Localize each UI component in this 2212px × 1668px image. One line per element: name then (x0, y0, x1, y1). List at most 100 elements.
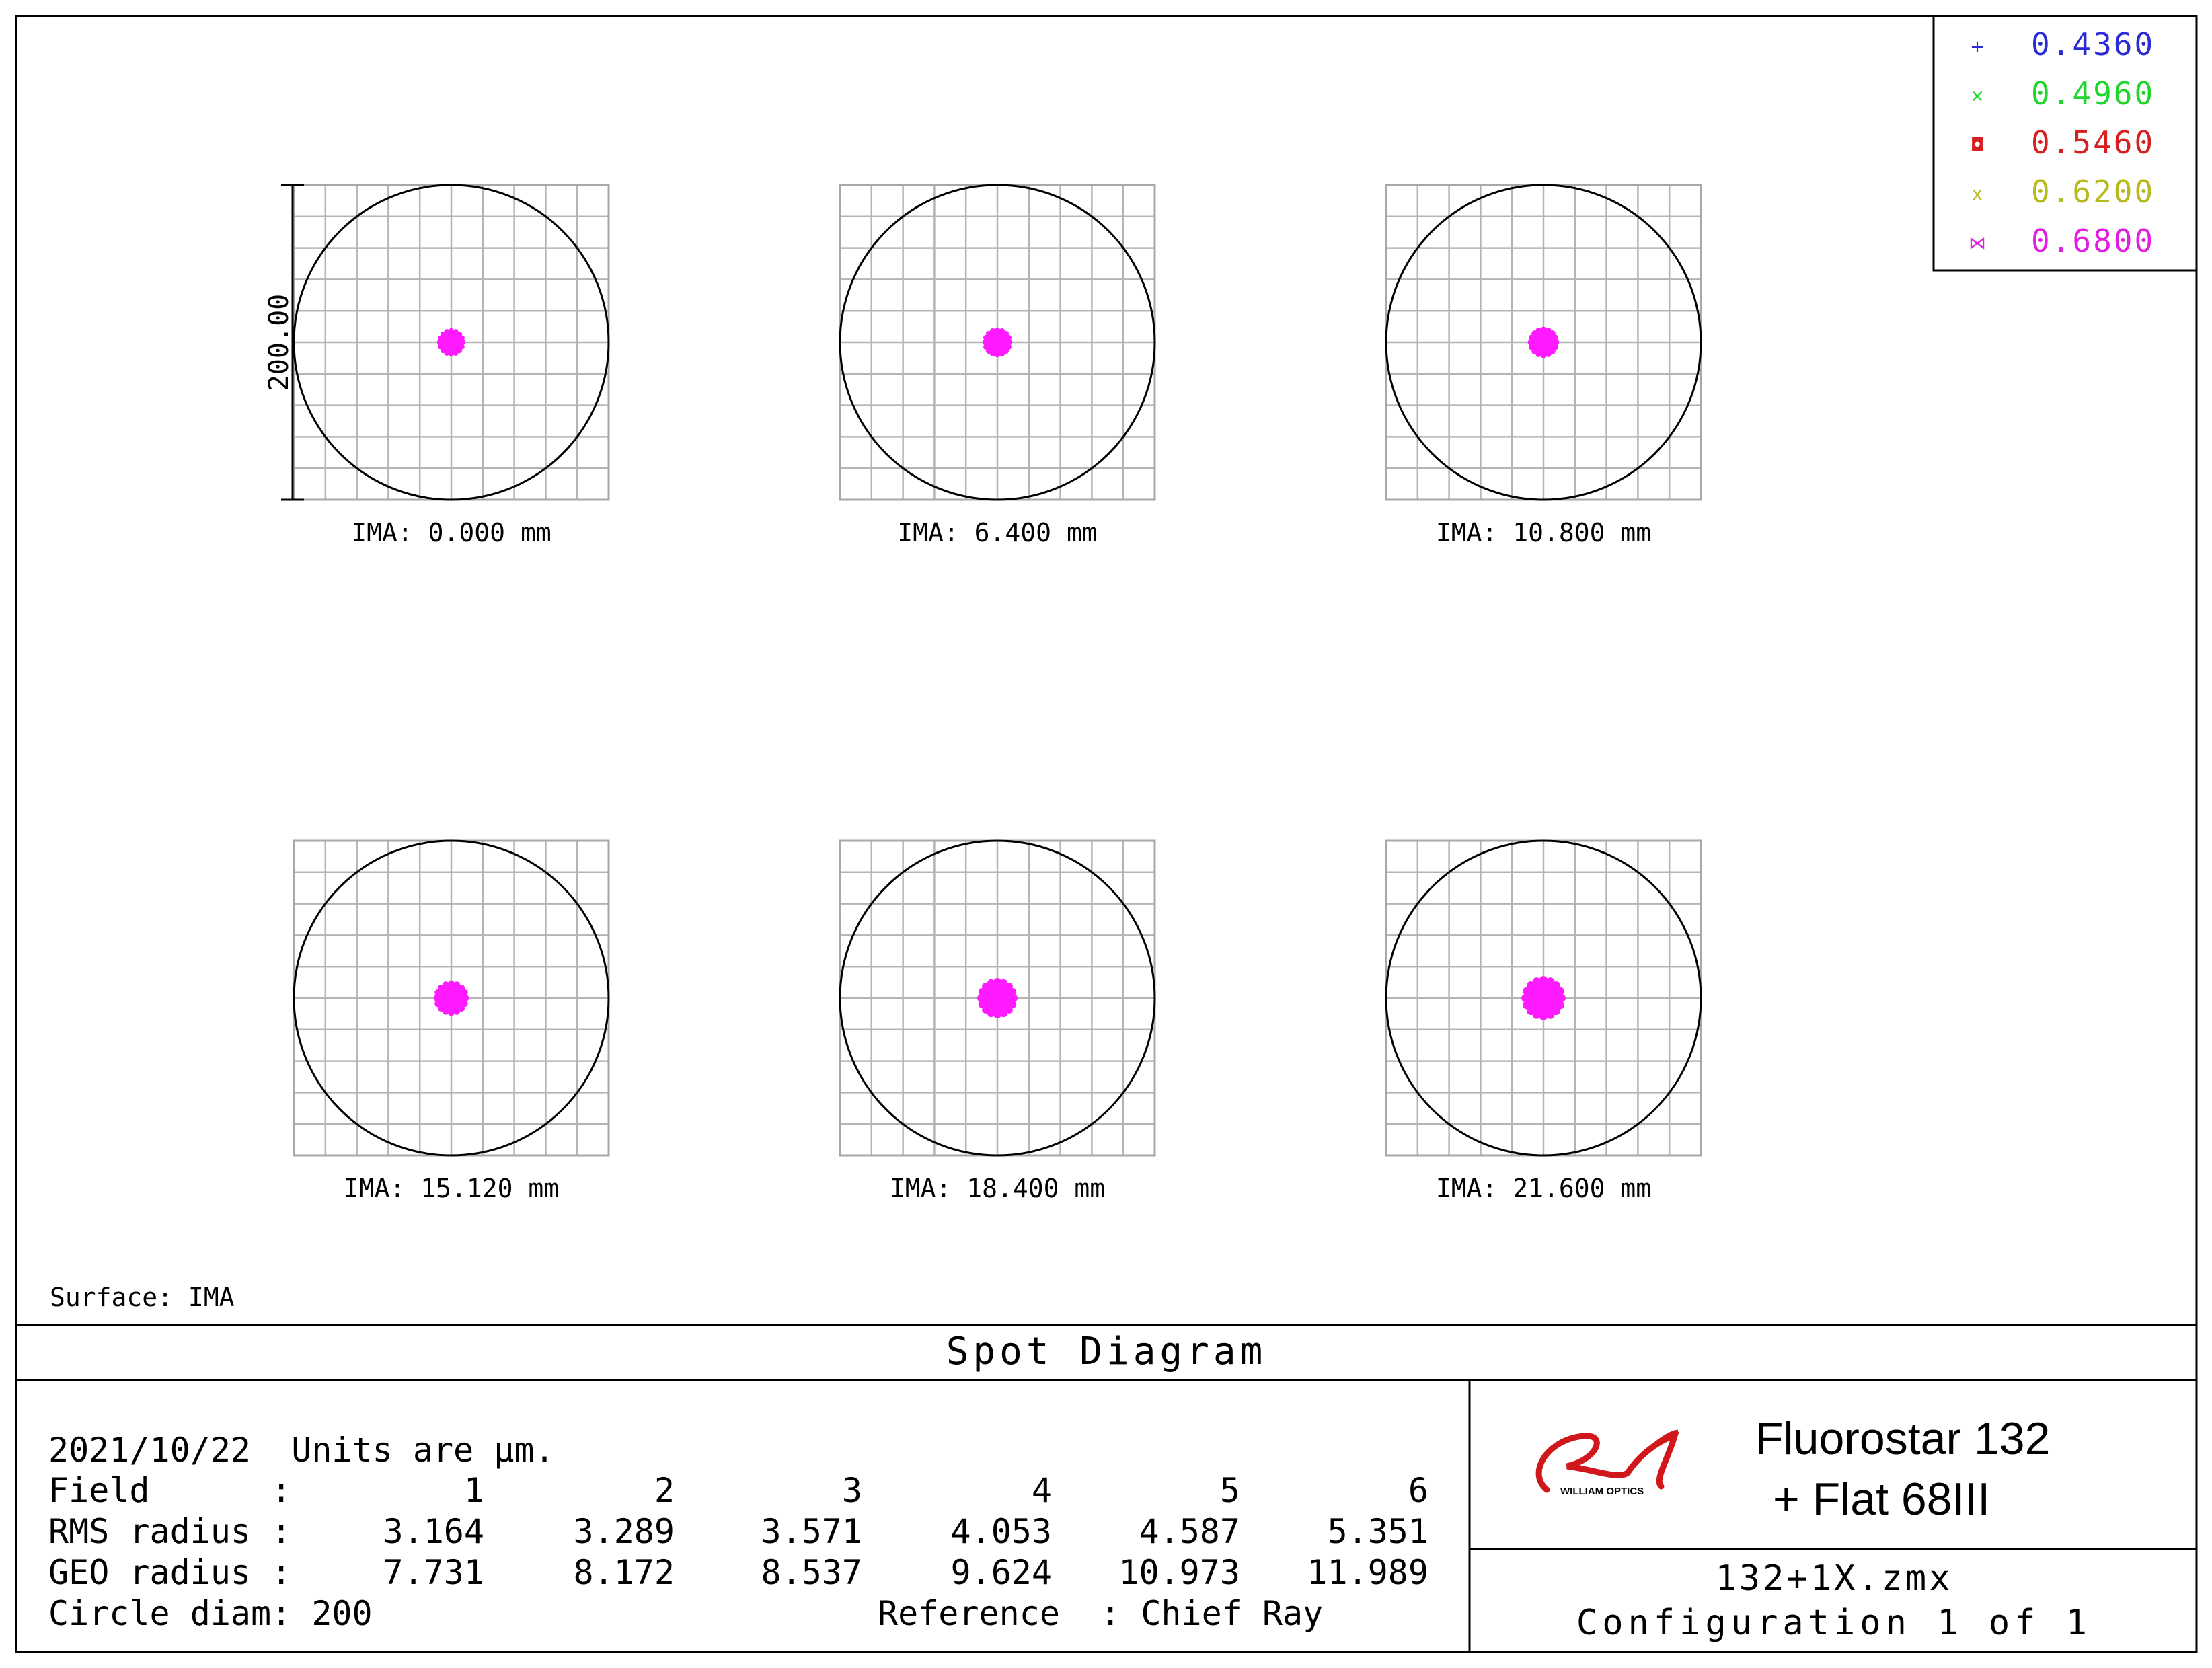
info-cell: 5.351 (1327, 1512, 1428, 1551)
spot-ray (1552, 334, 1558, 341)
spot-ray (1523, 987, 1531, 995)
info-cell: 5 (1220, 1471, 1240, 1510)
info-cell: 2 (654, 1471, 675, 1510)
spot-cluster (980, 981, 1015, 1016)
spot-ray (453, 1008, 461, 1015)
legend-marker: × (1970, 86, 1985, 106)
spot-ray (438, 335, 444, 341)
spot-ray (1535, 328, 1542, 334)
spot-ray (1552, 344, 1558, 350)
spot-ray (462, 995, 469, 1001)
spot-ray (1540, 326, 1547, 333)
field-label: IMA: 10.800 mm (1436, 518, 1651, 547)
spot-ray (987, 1009, 995, 1018)
rms-row-label: RMS radius : (48, 1512, 291, 1551)
spot-ray (1003, 330, 1009, 337)
configuration: Configuration 1 of 1 (1576, 1603, 2092, 1643)
airy-circle (839, 184, 1156, 501)
spot-ray (1005, 344, 1012, 350)
spot-ray (1552, 981, 1561, 990)
spot-ray (434, 989, 442, 996)
field-label: IMA: 15.120 mm (344, 1174, 559, 1203)
spot-ray (982, 983, 990, 991)
spot-ray (444, 350, 450, 356)
spot-ray (999, 350, 1005, 356)
spot-ray (1527, 339, 1534, 346)
spot-ray (1008, 1000, 1017, 1008)
spot-ray (460, 340, 466, 345)
spot-ray (1535, 351, 1542, 357)
spot-ray (1550, 330, 1556, 336)
info-cell: 11.989 (1307, 1553, 1428, 1592)
product-name-line2: + Flat 68III (1773, 1474, 1990, 1525)
spot-ray (1526, 1006, 1535, 1016)
spot-ray (1529, 334, 1535, 341)
spot-ray (1006, 339, 1013, 346)
spot-cluster (1524, 979, 1563, 1018)
spot-ray (1521, 993, 1530, 1003)
spot-ray (1545, 328, 1552, 334)
spot-ray (453, 981, 461, 989)
spot-ray (444, 329, 450, 335)
spot-ray (457, 331, 463, 337)
info-cell: 6 (1408, 1471, 1428, 1510)
spot-ray (999, 328, 1005, 334)
info-block: 2021/10/22 Units are µm. Field : RMS rad… (48, 1431, 1428, 1633)
spot-ray (434, 1000, 442, 1008)
airy-circle (1385, 184, 1702, 501)
spot-ray (437, 1005, 445, 1012)
airy-circle (1385, 839, 1702, 1157)
legend-marker: + (1970, 37, 1985, 57)
spot-ray (1008, 988, 1017, 996)
spot-ray (1545, 351, 1552, 357)
info-cell: 3 (842, 1471, 862, 1510)
spot-ray (1546, 1010, 1555, 1019)
spot-ray (1523, 1001, 1531, 1010)
spot-ray (985, 330, 992, 337)
spot-ray (448, 1009, 455, 1016)
spot-ray (982, 1006, 990, 1014)
spot-plot: IMA: 10.800 mm (1385, 184, 1702, 547)
info-cell: 3.289 (573, 1512, 675, 1551)
field-label: IMA: 21.600 mm (1436, 1174, 1651, 1203)
spot-ray (987, 979, 995, 987)
spot-ray (982, 339, 989, 346)
outer-frame (15, 15, 2198, 1653)
spot-plot: IMA: 0.000 mm (293, 184, 610, 547)
field-label: IMA: 18.400 mm (890, 1174, 1105, 1203)
airy-circle (293, 184, 610, 501)
title-block: WILLIAM OPTICS Fluorostar 132 + Flat 68I… (1468, 1380, 2197, 1652)
legend-label: 0.4360 (2031, 26, 2155, 63)
spot-ray (989, 350, 996, 356)
spot-ray (448, 980, 455, 987)
spot-ray (1539, 1012, 1548, 1020)
spot-ray (978, 1000, 987, 1008)
spot-plot: IMA: 18.400 mm (839, 839, 1156, 1203)
airy-circle (839, 839, 1156, 1157)
spot-ray (440, 331, 446, 337)
circle-diam-line: Circle diam: 200 (48, 1594, 373, 1633)
spot-ray (1556, 1001, 1564, 1010)
info-cell: 8.537 (761, 1553, 862, 1592)
legend-marker: x (1972, 184, 1982, 204)
spot-cluster (438, 330, 464, 355)
william-optics-logo: WILLIAM OPTICS (1535, 1429, 1679, 1497)
chart-title: Spot Diagram (946, 1330, 1267, 1373)
legend-label: 0.4960 (2031, 75, 2155, 112)
reference-line: Reference : Chief Ray (878, 1594, 1323, 1633)
field-row-label: Field : (48, 1471, 291, 1510)
info-cell: 4.053 (950, 1512, 1052, 1551)
spot-ray (442, 1008, 449, 1015)
spot-ray (1531, 330, 1537, 336)
spot-ray (442, 981, 449, 989)
geo-row-label: GEO radius : (48, 1553, 291, 1592)
spot-plot: IMA: 6.400 mm (839, 184, 1156, 547)
surface-label: Surface: IMA (50, 1283, 235, 1312)
info-cell: 4.587 (1139, 1512, 1240, 1551)
spot-cluster (436, 983, 467, 1014)
spot-ray (1005, 334, 1012, 341)
spot-ray (1009, 994, 1018, 1002)
spot-ray (436, 340, 443, 345)
spot-plot: IMA: 21.600 mm (1385, 839, 1702, 1203)
